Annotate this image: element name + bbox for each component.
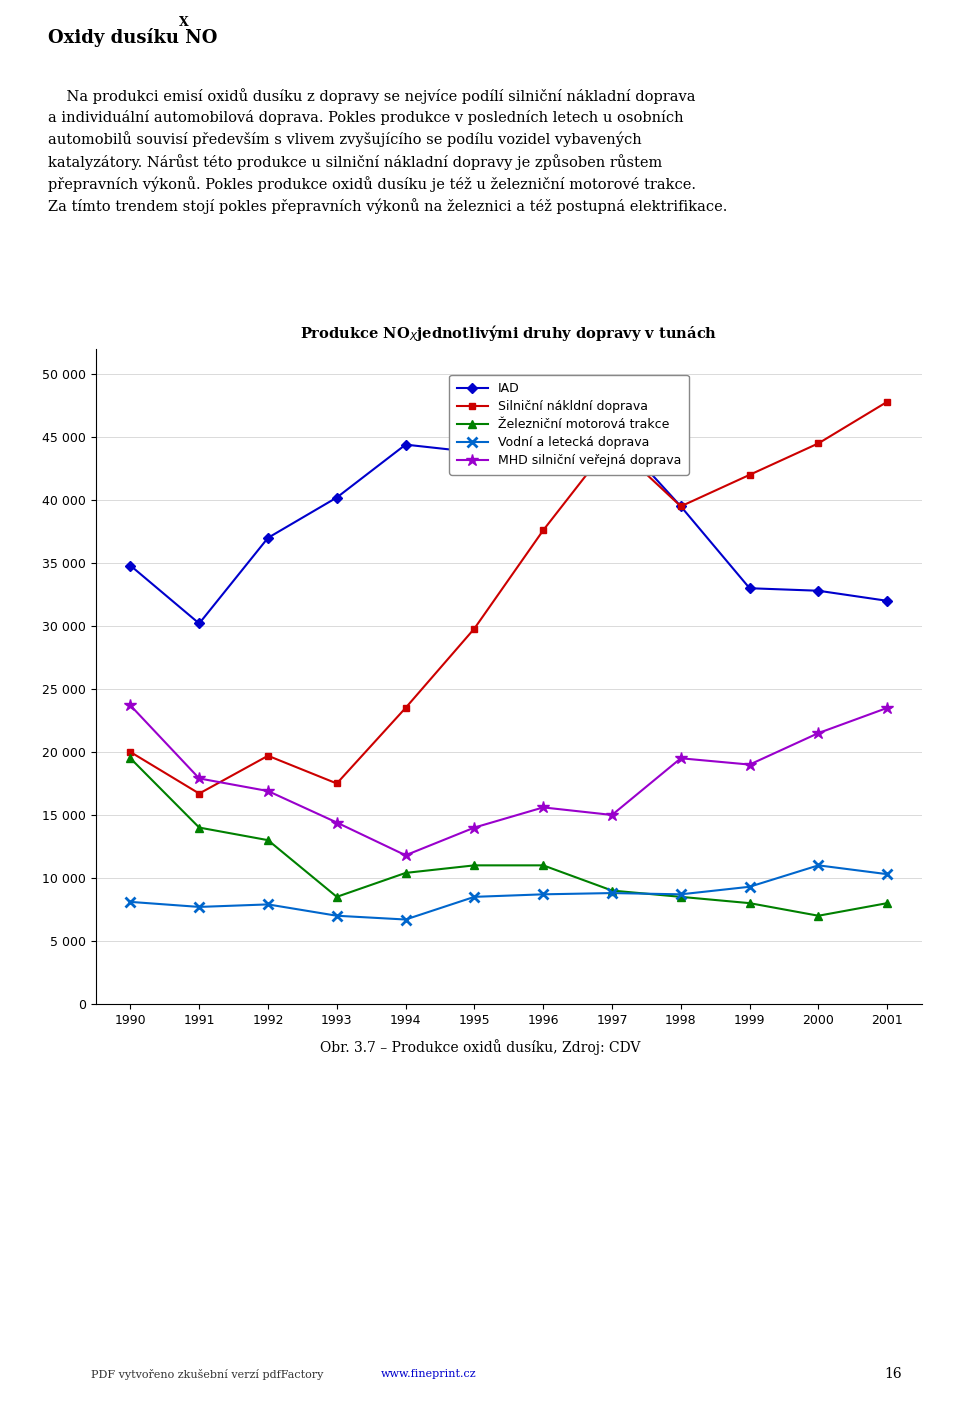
Text: X: X (179, 16, 188, 28)
Text: Oxidy dusíku NO: Oxidy dusíku NO (48, 28, 217, 47)
Text: 16: 16 (885, 1367, 902, 1381)
Title: Produkce NO$_X$​jednotlivými druhy dopravy v tunách: Produkce NO$_X$​jednotlivými druhy dopra… (300, 323, 717, 343)
Text: Obr. 3.7 – Produkce oxidů dusíku, Zdroj: CDV: Obr. 3.7 – Produkce oxidů dusíku, Zdroj:… (320, 1038, 640, 1055)
Legend: IAD, Silniční nákldní doprava, Železniční motorová trakce, Vodní a letecká dopra: IAD, Silniční nákldní doprava, Železničn… (449, 375, 688, 474)
Text: Na produkci emisí oxidů dusíku z dopravy se nejvíce podílí silniční nákladní dop: Na produkci emisí oxidů dusíku z dopravy… (48, 88, 728, 215)
Text: www.fineprint.cz: www.fineprint.cz (380, 1368, 476, 1380)
Text: PDF vytvořeno zkušební verzí pdfFactory: PDF vytvořeno zkušební verzí pdfFactory (91, 1368, 327, 1380)
